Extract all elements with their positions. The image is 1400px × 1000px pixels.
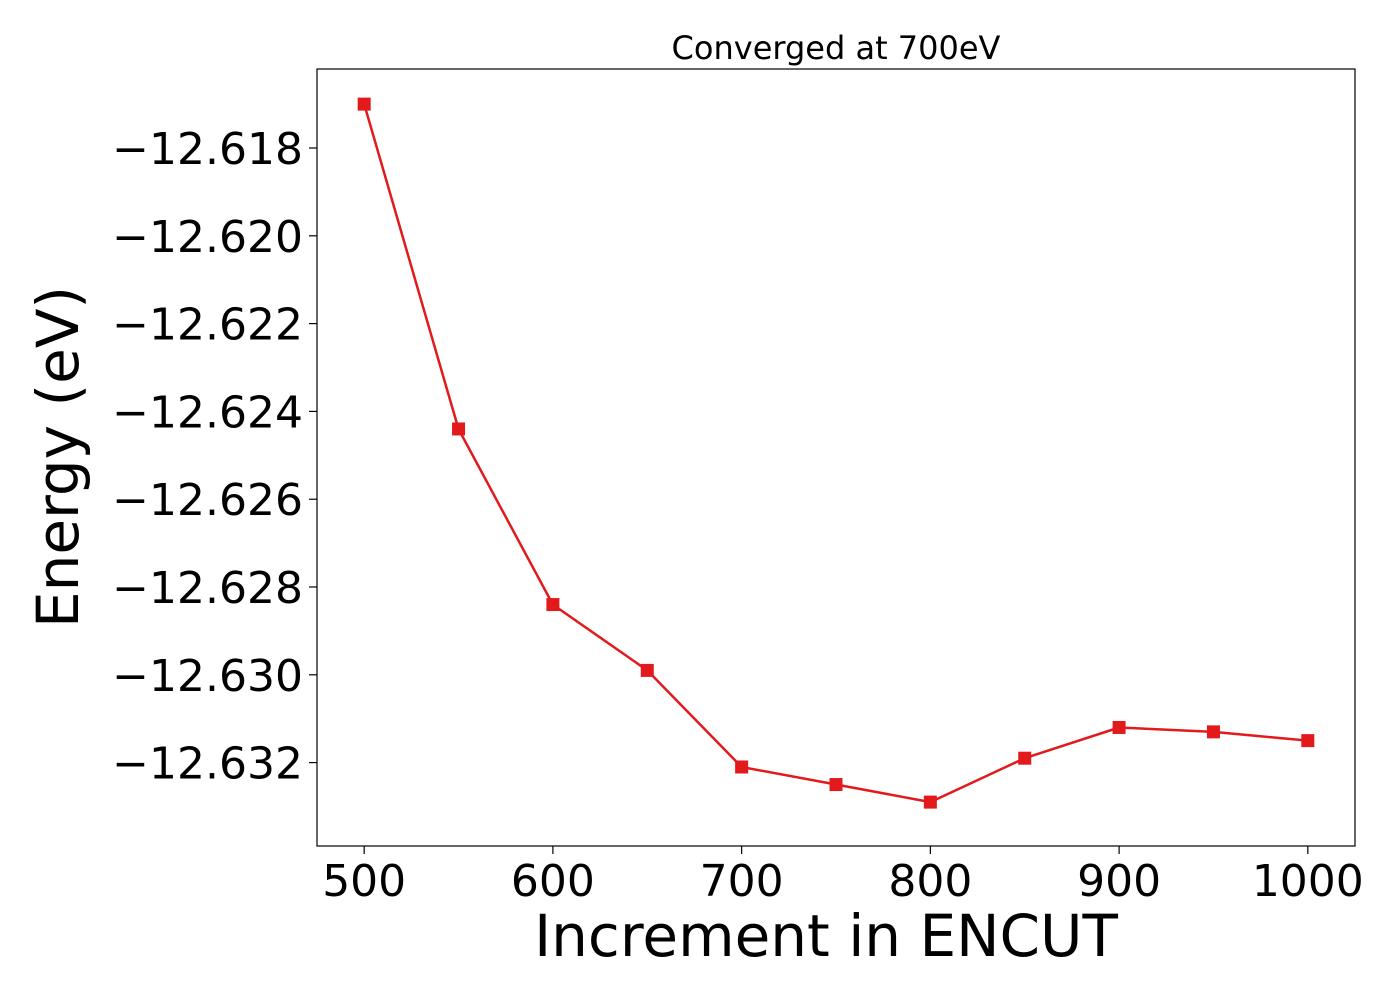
y-tick-label: −12.618 — [112, 124, 303, 175]
data-point-marker — [357, 97, 371, 111]
plot-frame — [316, 68, 1356, 847]
data-point-marker — [1301, 734, 1315, 748]
x-tick-label: 500 — [322, 856, 406, 907]
axis-ticks: 500 600 700 800 900 1000 −12.618 −12.620 −12.622… — [112, 124, 1364, 907]
x-tick-label: 800 — [888, 856, 972, 907]
data-point-marker — [1206, 725, 1220, 739]
y-tick-label: −12.620 — [112, 212, 303, 263]
data-point-marker — [640, 663, 654, 677]
data-point-marker — [1112, 720, 1126, 734]
x-tick-label: 1000 — [1252, 856, 1364, 907]
x-tick-label: 600 — [511, 856, 595, 907]
y-axis-title: Energy (eV) — [24, 286, 92, 628]
y-tick-label: −12.626 — [112, 475, 303, 526]
y-tick-label: −12.632 — [112, 739, 303, 790]
y-tick-label: −12.628 — [112, 563, 303, 614]
data-point-marker — [829, 778, 843, 792]
data-point-marker — [546, 598, 560, 612]
series-layer — [357, 97, 1315, 809]
data-point-marker — [923, 795, 937, 809]
data-point-marker — [1018, 751, 1032, 765]
data-point-marker — [735, 760, 749, 774]
x-axis-title: Increment in ENCUT — [534, 902, 1118, 970]
x-tick-label: 900 — [1077, 856, 1161, 907]
chart-title: Converged at 700eV — [672, 29, 1001, 67]
y-tick-label: −12.630 — [112, 651, 303, 702]
y-tick-label: −12.624 — [112, 387, 303, 438]
y-tick-label: −12.622 — [112, 300, 303, 351]
x-tick-label: 700 — [700, 856, 784, 907]
data-point-marker — [452, 422, 466, 436]
plot-area — [316, 68, 1356, 847]
